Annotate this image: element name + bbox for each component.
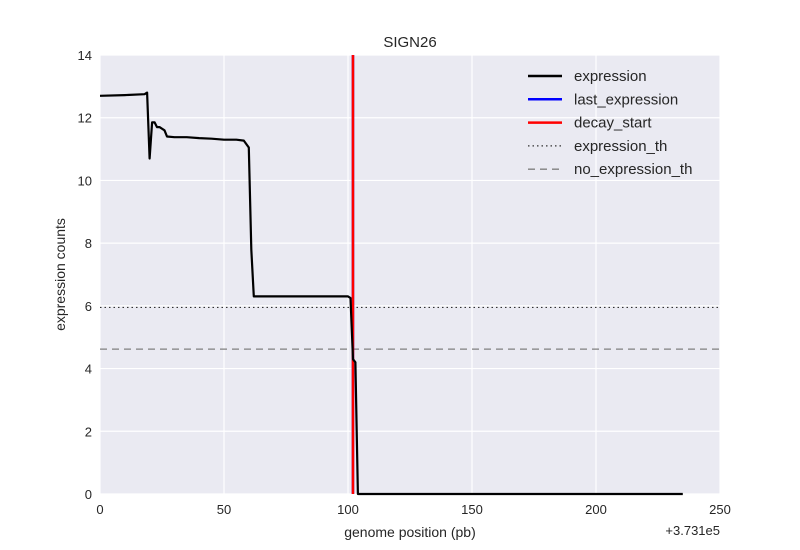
x-tick-label: 200 [585, 502, 607, 517]
legend-decay_start-label: decay_start [574, 115, 652, 132]
legend: expression last_expression decay_startexpr… [528, 68, 692, 178]
y-tick-label: 2 [85, 424, 92, 439]
x-axis-offset-label: +3.731e5 [665, 523, 720, 538]
y-tick-label: 6 [85, 299, 92, 314]
tick-labels: 0 50 100 150 200 250 0 2 4 6 8 10 12 14 [78, 48, 731, 517]
plot-background [100, 55, 720, 494]
x-axis-label: genome position (pb) [344, 524, 476, 540]
y-tick-label: 12 [78, 111, 92, 126]
x-tick-label: 150 [461, 502, 483, 517]
x-tick-label: 0 [96, 502, 103, 517]
grid-lines [99, 54, 721, 495]
legend-last_expression-label: last_expression [574, 91, 678, 108]
x-tick-label: 100 [337, 502, 359, 517]
legend-expression-label: expression [574, 68, 647, 85]
y-tick-label: 14 [78, 48, 92, 63]
y-tick-label: 0 [85, 487, 92, 502]
chart-title: SIGN26 [383, 34, 436, 51]
x-tick-label: 50 [217, 502, 231, 517]
y-tick-label: 10 [78, 173, 92, 188]
y-tick-label: 4 [85, 362, 92, 377]
x-tick-label: 250 [709, 502, 731, 517]
y-tick-label: 8 [85, 236, 92, 251]
legend-no_expression_th-label: no_expression_th [574, 161, 692, 178]
legend-expression_th-label: expression_th [574, 138, 667, 155]
expression-line [99, 91, 683, 496]
threshold-lines [100, 306, 720, 350]
series-lines [99, 91, 683, 496]
y-axis-label: expression counts [52, 218, 68, 331]
